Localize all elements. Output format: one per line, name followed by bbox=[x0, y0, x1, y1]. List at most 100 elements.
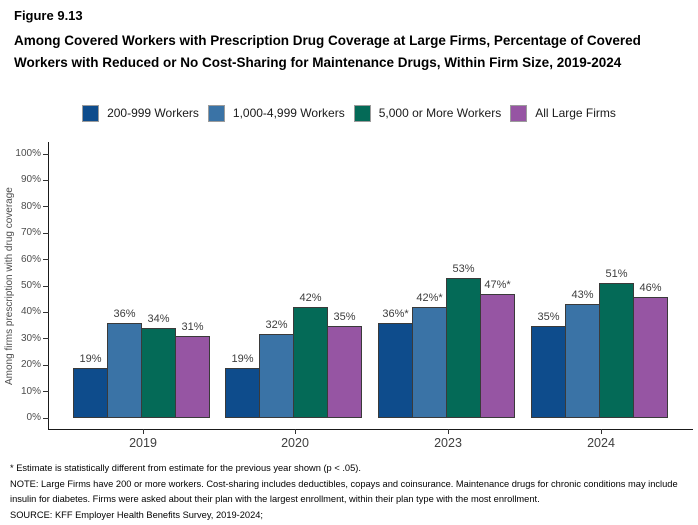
bar bbox=[565, 304, 600, 418]
bar-wrap: 35% bbox=[531, 311, 566, 418]
legend-item-label: All Large Firms bbox=[535, 106, 616, 120]
y-tick-mark bbox=[43, 285, 49, 287]
bar-value-label: 19% bbox=[79, 352, 102, 365]
footnote-significance: * Estimate is statistically different fr… bbox=[10, 463, 361, 473]
y-tick-mark bbox=[43, 364, 49, 366]
y-axis-title: Among firms prescription with drug cover… bbox=[4, 187, 15, 385]
legend-item: 5,000 or More Workers bbox=[353, 104, 501, 122]
bar-value-label: 46% bbox=[639, 281, 662, 294]
y-tick-label: 80% bbox=[20, 200, 41, 212]
bar bbox=[73, 367, 108, 418]
bar bbox=[107, 322, 142, 418]
bar-wrap: 34% bbox=[141, 313, 176, 418]
legend-item: 200-999 Workers bbox=[82, 104, 199, 122]
y-tick-label: 30% bbox=[20, 332, 41, 344]
bar-wrap: 53% bbox=[446, 263, 481, 418]
y-tick-label: 90% bbox=[20, 174, 41, 186]
x-axis-label: 2024 bbox=[587, 436, 615, 450]
bar-value-label: 36%* bbox=[382, 307, 409, 320]
y-tick-label: 70% bbox=[20, 227, 41, 239]
bar-wrap: 51% bbox=[599, 268, 634, 418]
legend-swatch bbox=[207, 104, 225, 122]
bar bbox=[259, 333, 294, 418]
bar-wrap: 46% bbox=[633, 282, 668, 418]
bar bbox=[141, 328, 176, 418]
bar-value-label: 19% bbox=[231, 352, 254, 365]
figure-header: Figure 9.13 Among Covered Workers with P… bbox=[14, 8, 662, 74]
bar-wrap: 31% bbox=[175, 321, 210, 418]
y-tick-mark bbox=[43, 179, 49, 181]
bar-group: 35% 43% 51% 46% bbox=[531, 268, 671, 418]
bar-wrap: 19% bbox=[73, 353, 108, 418]
bar bbox=[599, 283, 634, 418]
bar bbox=[633, 296, 668, 418]
footnotes: * Estimate is statistically different fr… bbox=[10, 461, 696, 523]
legend-swatch bbox=[353, 104, 371, 122]
bar-group: 19% 32% 42% 35% bbox=[225, 292, 365, 418]
legend-item: All Large Firms bbox=[510, 104, 616, 122]
x-axis-label: 2020 bbox=[281, 436, 309, 450]
bar bbox=[225, 367, 260, 418]
bar-value-label: 53% bbox=[452, 263, 475, 276]
bar bbox=[293, 307, 328, 418]
bar-value-label: 31% bbox=[181, 321, 204, 334]
x-tick-mark bbox=[447, 429, 449, 434]
y-tick-mark bbox=[43, 206, 49, 208]
y-tick-mark bbox=[43, 153, 49, 155]
y-tick-label: 0% bbox=[26, 412, 41, 423]
x-axis-label: 2019 bbox=[129, 436, 157, 450]
bar-wrap: 43% bbox=[565, 289, 600, 418]
legend-item-label: 1,000-4,999 Workers bbox=[232, 106, 345, 120]
bar-value-label: 42%* bbox=[416, 292, 443, 305]
y-tick-mark bbox=[43, 311, 49, 313]
bar bbox=[531, 325, 566, 418]
bar-wrap: 42% bbox=[293, 292, 328, 418]
y-tick-label: 10% bbox=[20, 385, 41, 397]
bar-value-label: 35% bbox=[333, 310, 356, 323]
legend-item: 1,000-4,999 Workers bbox=[207, 104, 345, 122]
x-tick-mark bbox=[294, 429, 296, 434]
figure-number: Figure 9.13 bbox=[14, 8, 83, 23]
bar-wrap: 42%* bbox=[412, 292, 447, 418]
y-tick-label: 20% bbox=[20, 359, 41, 371]
bar-wrap: 36% bbox=[107, 308, 142, 418]
plot-area: 0% 10% 20% 30% 40% 50% 60% 70% 80% 90% 100% 19% 36% 3… bbox=[15, 142, 693, 450]
y-tick-mark bbox=[43, 232, 49, 234]
y-tick-label: 60% bbox=[20, 253, 41, 265]
legend-swatch bbox=[510, 104, 528, 122]
y-tick-mark bbox=[43, 417, 49, 419]
footnote-source: SOURCE: KFF Employer Health Benefits Sur… bbox=[10, 509, 264, 520]
bar-value-label: 35% bbox=[537, 310, 560, 323]
bar bbox=[175, 336, 210, 418]
bar-group: 19% 36% 34% 31% bbox=[73, 308, 213, 418]
legend-item-label: 200-999 Workers bbox=[107, 106, 199, 120]
bar-wrap: 36%* bbox=[378, 308, 413, 418]
bar bbox=[327, 325, 362, 418]
bar-value-label: 43% bbox=[571, 289, 594, 302]
legend-swatch bbox=[82, 104, 100, 122]
bar-group: 36%* 42%* 53% 47%* bbox=[378, 263, 518, 418]
y-tick-label: 40% bbox=[20, 306, 41, 318]
x-tick-mark bbox=[142, 429, 144, 434]
y-tick-label: 50% bbox=[20, 280, 41, 291]
bar bbox=[412, 307, 447, 418]
x-axis-label: 2023 bbox=[434, 436, 462, 450]
bar-value-label: 36% bbox=[113, 307, 136, 320]
y-tick-label: 100% bbox=[15, 148, 41, 159]
bar-value-label: 42% bbox=[299, 292, 322, 305]
figure-title: Among Covered Workers with Prescription … bbox=[14, 33, 641, 70]
bar bbox=[378, 322, 413, 418]
y-tick-mark bbox=[43, 338, 49, 340]
bar-value-label: 32% bbox=[265, 318, 288, 331]
footnote-note: NOTE: Large Firms have 200 or more worke… bbox=[10, 478, 678, 505]
legend: 200-999 Workers 1,000-4,999 Workers 5,000 … bbox=[0, 101, 698, 125]
y-tick-mark bbox=[43, 391, 49, 393]
bar bbox=[446, 278, 481, 418]
bar-value-label: 47%* bbox=[484, 278, 511, 291]
bar-value-label: 51% bbox=[605, 268, 628, 281]
bar-wrap: 19% bbox=[225, 353, 260, 418]
bar-wrap: 35% bbox=[327, 311, 362, 418]
y-tick-mark bbox=[43, 259, 49, 261]
bar bbox=[480, 293, 515, 418]
